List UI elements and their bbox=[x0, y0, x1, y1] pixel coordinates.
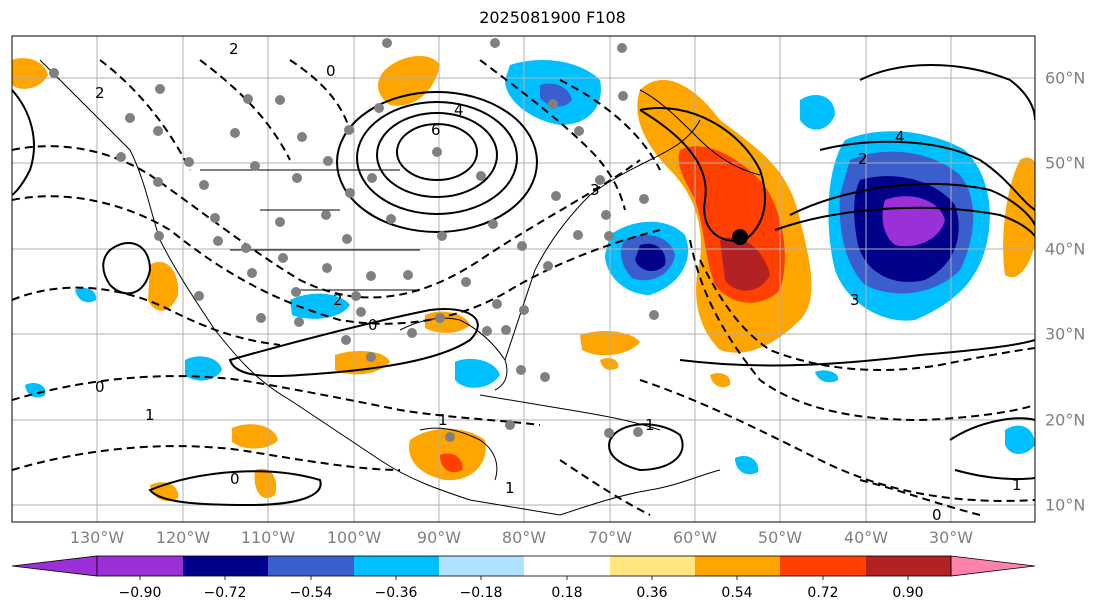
colorbar-tick-label: −0.18 bbox=[459, 585, 503, 601]
lon-label: 30°W bbox=[928, 528, 974, 547]
lon-label: 80°W bbox=[501, 528, 547, 547]
lon-label: 60°W bbox=[672, 528, 718, 547]
colorbar-tick-label: −0.72 bbox=[203, 585, 247, 601]
contour-label: 1 bbox=[505, 479, 515, 497]
lat-label: 10°N bbox=[1045, 495, 1086, 515]
contour-label: 2 bbox=[858, 150, 868, 168]
lat-lon-grid bbox=[12, 36, 1035, 522]
colorbar bbox=[11, 555, 1036, 580]
station-dots bbox=[49, 38, 659, 442]
colorbar-segment bbox=[524, 556, 610, 576]
colorbar-segment bbox=[610, 556, 695, 576]
colorbar-segment bbox=[268, 556, 354, 576]
coastlines bbox=[39, 59, 761, 516]
colorbar-tick-label: −0.36 bbox=[374, 585, 418, 601]
contour-label: 6 bbox=[431, 121, 441, 139]
colorbar-segment bbox=[183, 556, 268, 576]
colorbar-segment bbox=[780, 556, 866, 576]
contour-label: 0 bbox=[95, 378, 105, 396]
contour-label: 3 bbox=[590, 181, 600, 199]
contour-label: 0 bbox=[230, 470, 240, 488]
contour-label: 0 bbox=[368, 316, 378, 334]
colorbar-segment bbox=[866, 556, 951, 576]
colorbar-tick-label: −0.54 bbox=[289, 585, 333, 601]
lon-label: 40°W bbox=[843, 528, 889, 547]
contour-label: 2 bbox=[95, 84, 105, 102]
map-frame bbox=[11, 35, 1036, 523]
colorbar-min-arrow bbox=[11, 555, 98, 577]
colorbar-max-arrow bbox=[950, 555, 1036, 577]
colorbar-segment bbox=[97, 556, 183, 576]
colorbar-tick-label: 0.36 bbox=[636, 585, 668, 601]
lon-label: 70°W bbox=[587, 528, 633, 547]
lat-label: 50°N bbox=[1045, 153, 1086, 173]
contour-label: 4 bbox=[895, 128, 905, 146]
lat-label: 40°N bbox=[1045, 239, 1086, 259]
colorbar-tick-label: −0.90 bbox=[118, 585, 162, 601]
storm-center-marker bbox=[732, 229, 748, 245]
contour-labels: 6 4 2 0 2 4 0 1 1 0 2 1 0 3 1 0 1 2 3 bbox=[95, 40, 1022, 524]
lon-label: 90°W bbox=[416, 528, 462, 547]
contour-label: 0 bbox=[932, 506, 942, 524]
contour-label: 1 bbox=[1012, 476, 1022, 494]
colorbar-tick-label: 0.72 bbox=[807, 585, 839, 601]
colorbar-tick-label: 0.18 bbox=[551, 585, 583, 601]
colorbar-segment bbox=[695, 556, 780, 576]
contour-label: 1 bbox=[438, 411, 448, 429]
colorbar-tick-label: 0.90 bbox=[892, 585, 924, 601]
contour-label: 1 bbox=[145, 406, 155, 424]
lat-label: 60°N bbox=[1045, 68, 1086, 88]
lat-label: 20°N bbox=[1045, 410, 1086, 430]
contour-label: 0 bbox=[326, 62, 336, 80]
colorbar-tick-label: 0.54 bbox=[721, 585, 753, 601]
contour-label: 1 bbox=[645, 416, 655, 434]
contour-lines bbox=[12, 64, 1035, 507]
colorbar-segment bbox=[439, 556, 524, 576]
contour-label: 2 bbox=[229, 40, 239, 58]
contour-label: 2 bbox=[333, 291, 343, 309]
map-title: 2025081900 F108 bbox=[479, 8, 626, 27]
lon-label: 50°W bbox=[757, 528, 803, 547]
lat-label: 30°N bbox=[1045, 324, 1086, 344]
contour-label: 4 bbox=[454, 101, 464, 119]
contour-label: 3 bbox=[850, 291, 860, 309]
colorbar-segment bbox=[354, 556, 439, 576]
lon-label: 100°W bbox=[326, 528, 382, 547]
dashed-contour-lines bbox=[12, 59, 1035, 516]
lon-label: 110°W bbox=[240, 528, 296, 547]
lon-label: 120°W bbox=[155, 528, 211, 547]
lon-label: 130°W bbox=[69, 528, 125, 547]
